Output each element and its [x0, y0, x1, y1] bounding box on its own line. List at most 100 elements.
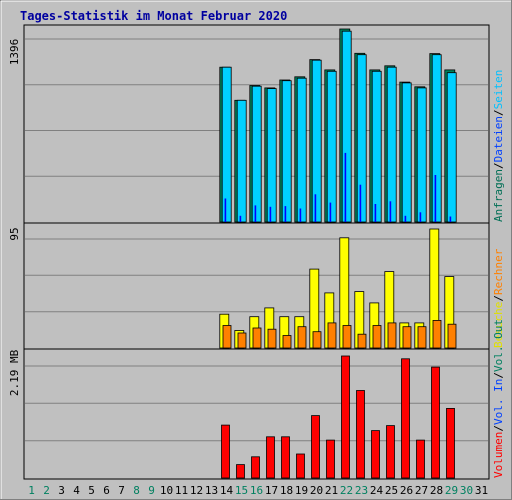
day-label: 8: [133, 484, 140, 497]
legend-label: /: [492, 109, 505, 116]
bar-volumen: [326, 439, 335, 479]
day-label: 30: [460, 484, 473, 497]
day-label: 3: [58, 484, 65, 497]
bar-rechner: [402, 326, 412, 349]
bar-rechner: [312, 331, 322, 349]
bar-volumen: [371, 430, 380, 479]
bar-volumen: [431, 366, 440, 479]
bar-seiten: [449, 216, 452, 222]
bar-rechner: [357, 333, 367, 349]
day-label: 27: [415, 484, 428, 497]
bar-volumen: [416, 439, 425, 479]
bar-rechner: [297, 326, 307, 349]
legend-label: /: [492, 372, 505, 379]
bar-seiten: [254, 205, 257, 222]
bar-rechner: [252, 327, 262, 349]
bar-seiten: [284, 206, 287, 222]
legend-label: /: [492, 295, 505, 302]
bar-dateien: [356, 54, 367, 223]
legend-label: Anfragen: [492, 169, 505, 222]
day-label: 21: [325, 484, 338, 497]
bar-seiten: [299, 208, 302, 222]
day-label: 24: [370, 484, 384, 497]
bar-seiten: [434, 175, 437, 222]
legend-label: Vol. Out: [492, 319, 505, 372]
bar-seiten: [269, 206, 272, 222]
bars: [219, 28, 457, 479]
bar-dateien: [401, 82, 412, 223]
legend-label: Vol. In: [492, 379, 505, 425]
legend-label: Seiten: [492, 70, 505, 110]
legend-label: Rechner: [492, 248, 505, 295]
legend-label: Volumen: [492, 432, 505, 478]
bar-seiten: [344, 152, 347, 222]
bar-rechner: [282, 335, 292, 349]
bar-rechner: [237, 332, 247, 349]
day-label: 25: [385, 484, 398, 497]
bar-dateien: [326, 70, 337, 223]
bar-rechner: [372, 325, 382, 349]
day-label: 31: [475, 484, 488, 497]
bar-dateien: [311, 59, 322, 223]
bar-seiten: [389, 201, 392, 222]
bar-volumen: [356, 390, 365, 479]
day-label: 20: [310, 484, 323, 497]
day-label: 2: [43, 484, 50, 497]
day-label: 28: [430, 484, 443, 497]
legend-label: Besuche: [492, 302, 505, 348]
bar-seiten: [329, 202, 332, 222]
day-label: 22: [340, 484, 353, 497]
day-label: 19: [295, 484, 308, 497]
bar-dateien: [446, 72, 457, 223]
bar-dateien: [431, 54, 442, 223]
day-label: 4: [73, 484, 80, 497]
bar-dateien: [221, 66, 232, 223]
bar-rechner: [327, 322, 337, 349]
bar-volumen: [266, 436, 275, 479]
bar-seiten: [374, 204, 377, 222]
bar-volumen: [311, 415, 320, 479]
bar-dateien: [266, 88, 277, 223]
bar-volumen: [446, 407, 455, 479]
bar-volumen: [281, 436, 290, 479]
day-label: 23: [355, 484, 368, 497]
bar-rechner: [342, 325, 352, 349]
bar-seiten: [419, 212, 422, 222]
day-label: 12: [190, 484, 203, 497]
day-label: 17: [265, 484, 278, 497]
bar-volumen: [341, 355, 350, 479]
bar-rechner: [447, 323, 457, 349]
day-label: 7: [118, 484, 125, 497]
bar-seiten: [224, 198, 227, 222]
day-axis-labels: 1 2 3 4 5 6 7 8 9 10 11 12 13 14 15 16 17 18 19 20 21 22 23 24 2…: [28, 484, 488, 497]
right-legend-labels: Anfragen/Dateien/SeitenBesuche/RechnerVo…: [492, 70, 505, 478]
bar-volumen: [401, 358, 410, 479]
day-label: 5: [88, 484, 95, 497]
bar-dateien: [341, 30, 352, 223]
day-label: 11: [175, 484, 188, 497]
bar-volumen: [386, 425, 395, 479]
bar-dateien: [236, 99, 247, 223]
bar-dateien: [251, 85, 262, 223]
day-label: 29: [445, 484, 458, 497]
bottom-legend: Volumen/Vol. In/Vol. Out: [492, 319, 505, 478]
bar-rechner: [417, 326, 427, 349]
day-label: 9: [148, 484, 155, 497]
day-label: 13: [205, 484, 218, 497]
bar-seiten: [239, 215, 242, 222]
day-label: 16: [250, 484, 263, 497]
bar-seiten: [359, 184, 362, 222]
day-label: 26: [400, 484, 413, 497]
bar-volumen: [236, 464, 245, 479]
bar-dateien: [296, 77, 307, 223]
bar-seiten: [404, 215, 407, 222]
legend-label: Dateien: [492, 116, 505, 162]
bar-rechner: [267, 328, 277, 349]
day-label: 6: [103, 484, 110, 497]
bar-volumen: [296, 453, 305, 479]
bar-dateien: [416, 87, 427, 223]
bar-dateien: [281, 80, 292, 223]
middle-max-label: 95: [8, 227, 21, 240]
chart-title: Tages-Statistik im Monat Februar 2020: [20, 9, 287, 23]
